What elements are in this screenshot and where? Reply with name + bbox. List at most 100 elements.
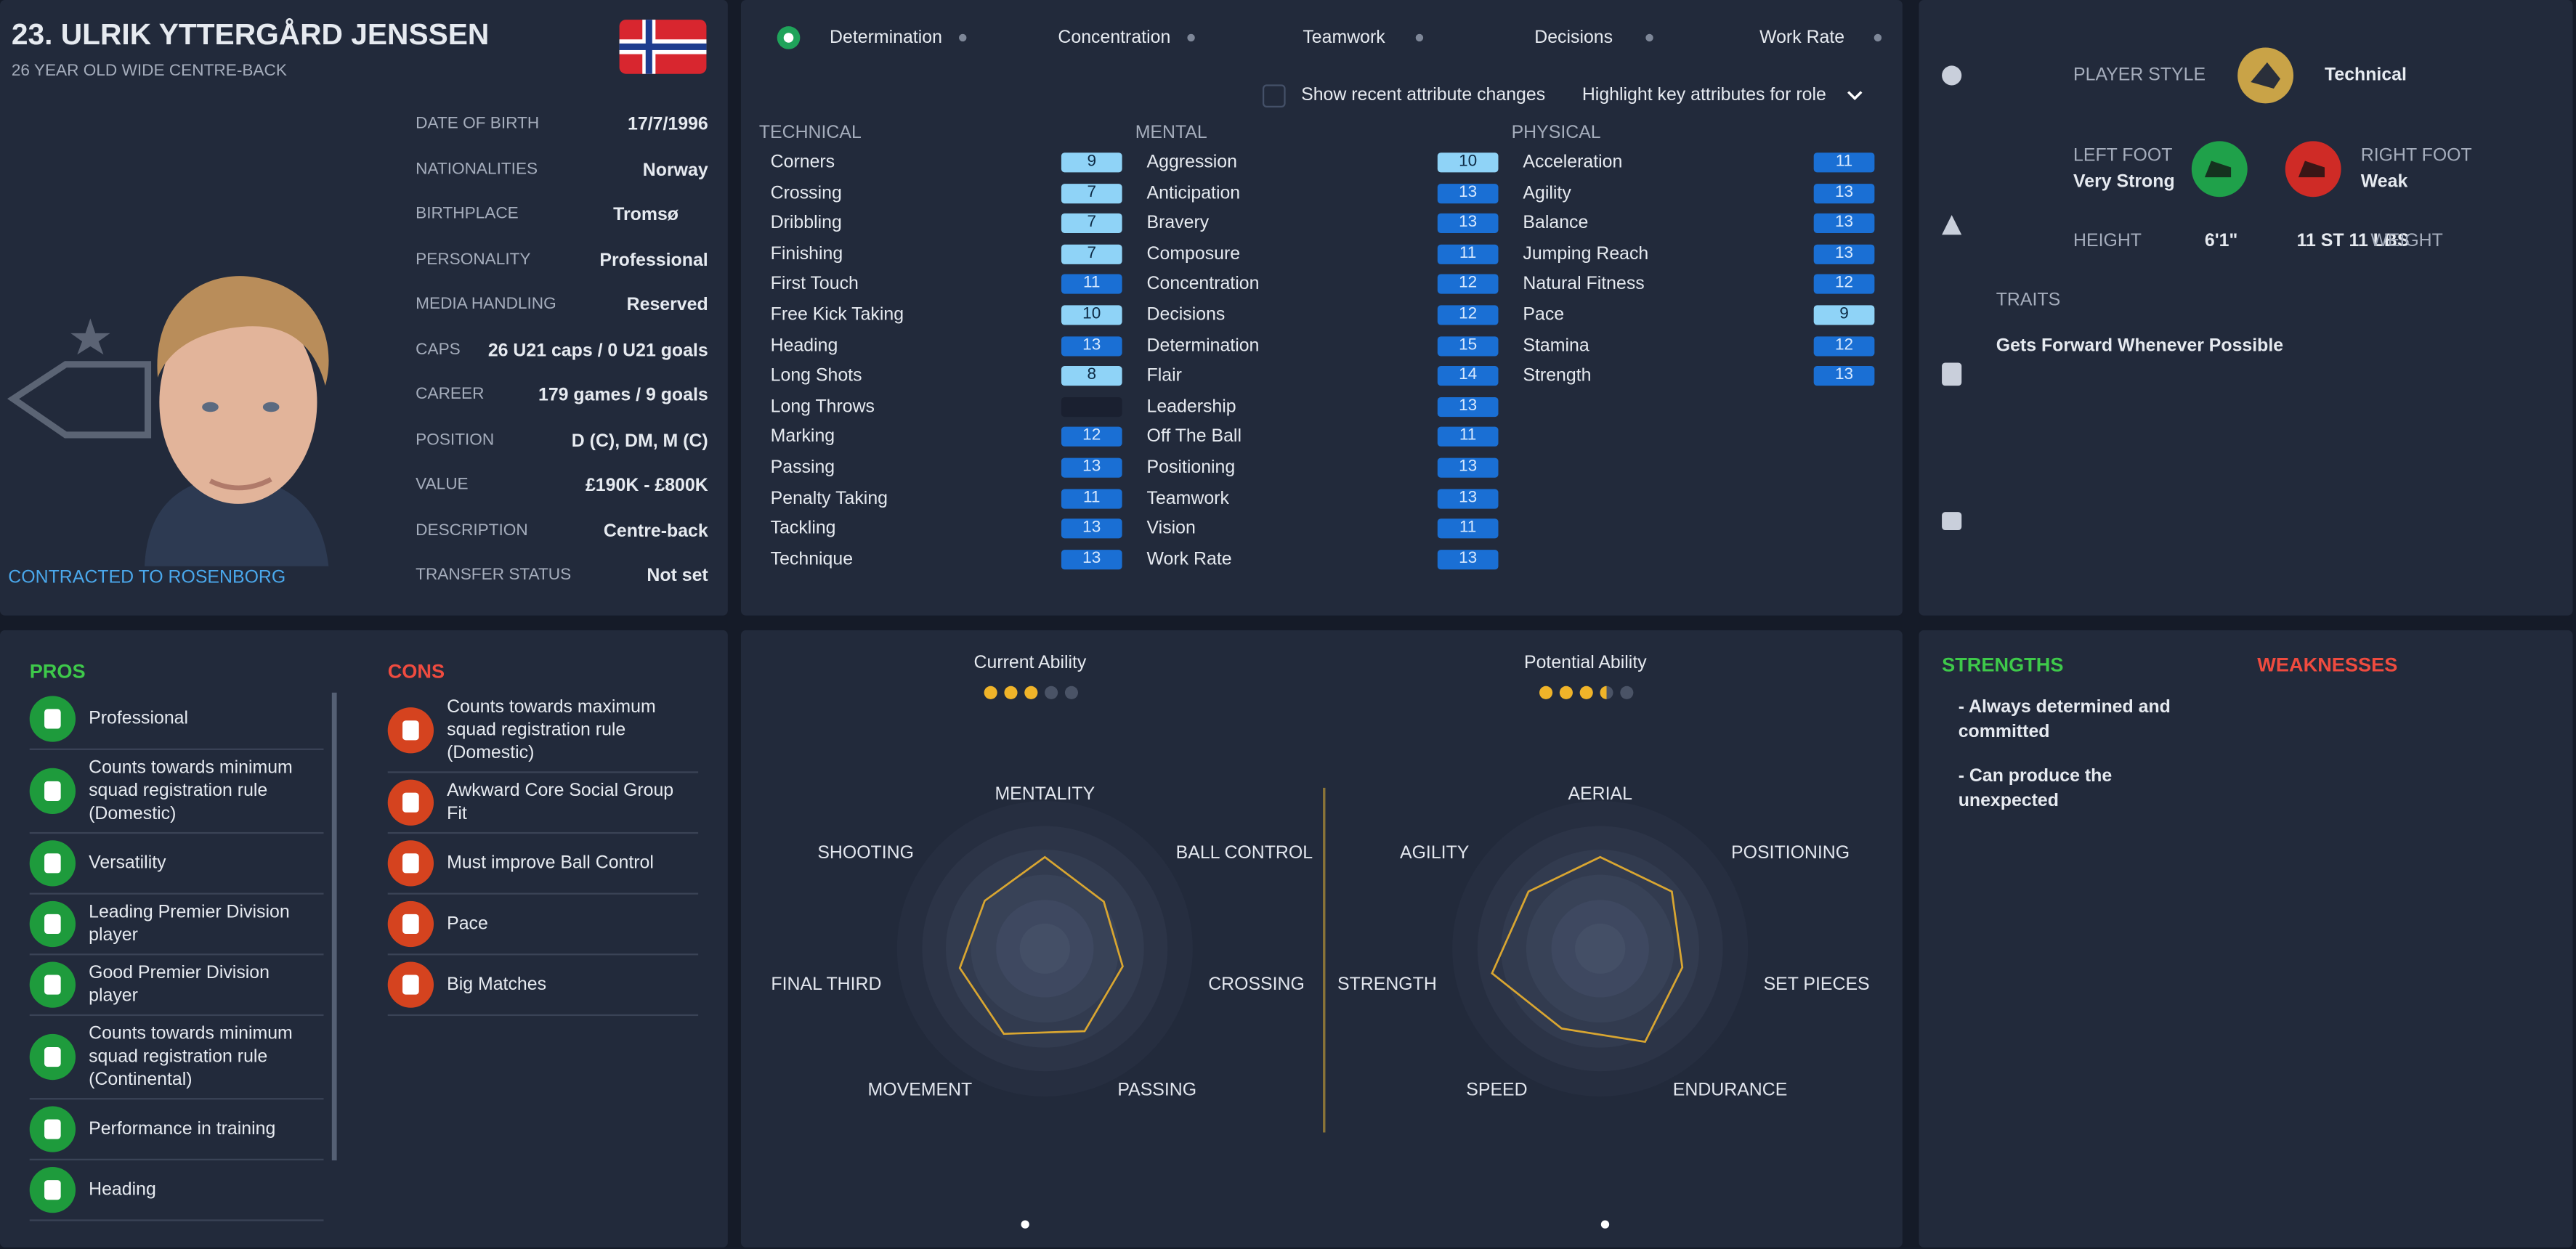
- radar-axis-label: SHOOTING: [817, 842, 914, 863]
- attribute-group-title: TECHNICAL: [758, 123, 862, 143]
- detail-label: TRANSFER STATUS: [416, 566, 572, 585]
- tab[interactable]: Concentration: [1058, 28, 1171, 48]
- tab[interactable]: Decisions: [1534, 28, 1613, 48]
- profile-panel: [1919, 0, 2573, 616]
- attribute-value: 10: [1437, 152, 1499, 173]
- item-text: Counts towards minimum squad registratio…: [89, 758, 293, 824]
- detail-value: 17/7/1996: [628, 115, 708, 135]
- attribute-value: 13: [1437, 549, 1499, 569]
- attribute-name: First Touch: [770, 274, 859, 295]
- attribute-value: 14: [1437, 366, 1499, 386]
- icon-glyph: [402, 975, 419, 995]
- detail-label: DATE OF BIRTH: [416, 115, 540, 134]
- weight-value: 11 ST 11 LBS: [2296, 231, 2410, 251]
- pros-item: Counts towards minimum squad registratio…: [29, 1016, 324, 1100]
- rating-dot-bg: [1045, 685, 1058, 699]
- radar-ring: [1019, 923, 1070, 974]
- rating-dot: [1024, 685, 1038, 699]
- height-value: 6'1": [2204, 231, 2238, 251]
- cons-item: Counts towards maximum squad registratio…: [387, 689, 699, 773]
- item-icon: [387, 840, 434, 887]
- attribute-value: 7: [1061, 183, 1122, 203]
- attribute-value: 12: [1061, 427, 1122, 447]
- checkbox[interactable]: [1262, 84, 1286, 108]
- attribute-name: Pace: [1523, 305, 1565, 325]
- item-icon: [387, 779, 434, 826]
- tab-dot: [959, 33, 967, 42]
- attribute-name: Off The Ball: [1146, 427, 1242, 447]
- attribute-name: Crossing: [770, 183, 842, 203]
- icon-glyph: [44, 781, 61, 801]
- dropdown-chevron[interactable]: [1847, 91, 1863, 101]
- item-icon: [29, 696, 76, 742]
- pros-list: Professional Counts towards minimum squad…: [29, 689, 324, 1221]
- radar-axis-label: MENTALITY: [995, 784, 1095, 804]
- detail-value: 179 games / 9 goals: [538, 386, 708, 406]
- detail-value: Not set: [647, 566, 708, 586]
- weaknesses-title: WEAKNESSES: [2257, 653, 2398, 677]
- radar-axis-label: MOVEMENT: [868, 1080, 973, 1100]
- height-label: HEIGHT: [2073, 231, 2142, 251]
- attribute-value: 13: [1437, 457, 1499, 478]
- attribute-value: 12: [1813, 274, 1875, 295]
- item-text: Pace: [447, 914, 488, 935]
- pros-item: Counts towards minimum squad registratio…: [29, 750, 324, 834]
- attribute-value: 11: [1061, 488, 1122, 508]
- club-crest: [7, 318, 152, 439]
- pager-dot[interactable]: [1600, 1220, 1610, 1229]
- cons-title: CONS: [387, 659, 445, 683]
- attribute-name: Marking: [770, 427, 835, 447]
- tab[interactable]: Work Rate: [1759, 28, 1845, 48]
- item-text: Must improve Ball Control: [447, 853, 654, 874]
- option-dropdown[interactable]: Highlight key attributes for role: [1581, 85, 1826, 105]
- rating-dot: [1539, 685, 1553, 699]
- attribute-value: 13: [1813, 244, 1875, 264]
- attribute-name: Concentration: [1146, 274, 1260, 295]
- attribute-value: 11: [1437, 244, 1499, 264]
- pros-item: Leading Premier Division player: [29, 895, 324, 956]
- attribute-name: Finishing: [770, 244, 843, 264]
- tab[interactable]: Determination: [830, 28, 942, 48]
- attribute-value: 11: [1061, 274, 1122, 295]
- player-name: 23. ULRIK YTTERGÅRD JENSSEN: [11, 17, 490, 52]
- item-text: Professional: [89, 709, 189, 729]
- strength-item: - Always determined and committed: [1958, 697, 2171, 742]
- pros-cons-panel: [0, 630, 728, 1248]
- attribute-name: Natural Fitness: [1523, 274, 1645, 295]
- rating-dot-bg: [1620, 685, 1634, 699]
- cons-item: Big Matches: [387, 955, 699, 1017]
- attribute-value: 12: [1813, 335, 1875, 356]
- pros-item: Performance in training: [29, 1099, 324, 1160]
- pager-dot[interactable]: [1021, 1220, 1029, 1229]
- attributes-panel: [740, 0, 1903, 616]
- radar-axis-label: CROSSING: [1208, 974, 1305, 994]
- detail-value: Centre-back: [603, 521, 708, 541]
- radar-axis-label: SET PIECES: [1764, 974, 1870, 994]
- tab[interactable]: Teamwork: [1303, 28, 1385, 48]
- rating-dot: [1579, 685, 1593, 699]
- option-text[interactable]: Show recent attribute changes: [1301, 85, 1546, 105]
- attribute-name: Stamina: [1523, 335, 1589, 356]
- contract: CONTRACTED TO ROSENBORG: [8, 568, 286, 588]
- radar-axis-label: AERIAL: [1568, 784, 1632, 804]
- ability-title: Potential Ability: [1523, 653, 1647, 673]
- item-text: Performance in training: [89, 1119, 276, 1139]
- detail-value: £190K - £800K: [585, 476, 708, 496]
- radar-polygon: [958, 855, 1124, 1036]
- attribute-value: 9: [1061, 152, 1122, 173]
- item-icon: [29, 768, 76, 815]
- rating-dot: [1600, 685, 1607, 699]
- attribute-name: Free Kick Taking: [770, 305, 904, 325]
- attribute-value: 13: [1437, 183, 1499, 203]
- detail-label: NATIONALITIES: [416, 160, 538, 179]
- detail-value: D (C), DM, M (C): [571, 431, 708, 451]
- strengths-panel: [1919, 630, 2573, 1248]
- attribute-value: [1061, 396, 1122, 417]
- radar-polygon: [1491, 855, 1684, 1043]
- item-text: Versatility: [89, 853, 166, 874]
- foot-value: Very Strong: [2073, 172, 2175, 192]
- attribute-name: Passing: [770, 457, 835, 478]
- style-label: PLAYER STYLE: [2073, 65, 2206, 86]
